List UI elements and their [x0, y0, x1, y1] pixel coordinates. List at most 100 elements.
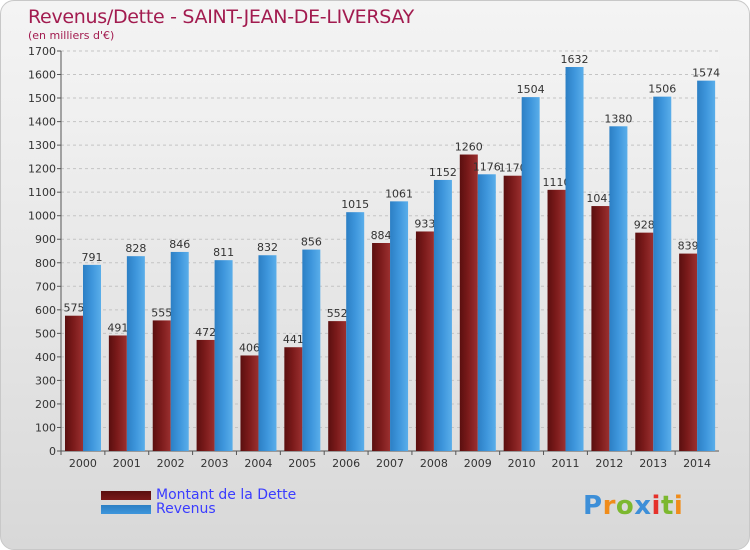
bar-revenus-2002: [170, 251, 189, 451]
y-tick-label: 1500: [28, 92, 56, 105]
x-tick-label-2005: 2005: [288, 457, 316, 470]
x-tick-label-2009: 2009: [464, 457, 492, 470]
data-label-revenus-2007: 1061: [385, 187, 413, 200]
y-tick-label: 0: [49, 445, 56, 458]
bar-revenus-2013: [653, 96, 672, 451]
legend-label-dette: Montant de la Dette: [156, 487, 297, 503]
x-tick-label-2012: 2012: [595, 457, 623, 470]
data-label-dette-2002: 555: [151, 306, 172, 319]
bar-dette-2006: [328, 321, 347, 451]
bar-revenus-2001: [126, 256, 145, 451]
x-tick-label-2014: 2014: [683, 457, 711, 470]
data-label-dette-2003: 472: [195, 326, 216, 339]
bar-dette-2009: [459, 154, 478, 451]
data-label-revenus-2002: 846: [169, 238, 190, 251]
x-tick-label-2007: 2007: [376, 457, 404, 470]
bar-revenus-2012: [609, 126, 628, 451]
bar-dette-2012: [591, 206, 610, 451]
bar-revenus-2010: [521, 97, 540, 451]
data-label-revenus-2004: 832: [257, 241, 278, 254]
y-tick-label: 700: [35, 280, 56, 293]
bar-dette-2014: [679, 253, 698, 451]
y-tick-label: 1400: [28, 116, 56, 129]
x-tick-label-2006: 2006: [332, 457, 360, 470]
bar-dette-2002: [152, 320, 171, 451]
bar-dette-2011: [547, 189, 566, 451]
x-tick-label-2013: 2013: [639, 457, 667, 470]
bar-dette-2007: [372, 243, 391, 451]
bar-revenus-2007: [390, 201, 409, 451]
data-label-revenus-2001: 828: [125, 242, 146, 255]
data-label-dette-2008: 933: [414, 217, 435, 230]
bar-dette-2003: [196, 339, 215, 451]
bar-revenus-2011: [565, 67, 584, 451]
legend-label-revenus: Revenus: [156, 501, 216, 517]
bar-revenus-2014: [697, 80, 716, 451]
legend: Montant de la Dette Revenus: [101, 487, 297, 517]
legend-swatch-dette: [101, 490, 151, 500]
chart-subtitle: (en milliers d'€): [28, 29, 115, 42]
bar-dette-2005: [284, 347, 303, 451]
data-label-revenus-2008: 1152: [429, 166, 457, 179]
data-label-dette-2001: 491: [107, 321, 128, 334]
data-label-revenus-2012: 1380: [604, 112, 632, 125]
legend-item-dette: Montant de la Dette: [101, 487, 297, 503]
y-tick-label: 1200: [28, 163, 56, 176]
legend-swatch-revenus: [101, 504, 151, 514]
x-tick-label-2000: 2000: [69, 457, 97, 470]
y-tick-label: 800: [35, 257, 56, 270]
bar-dette-2008: [415, 231, 434, 451]
bar-revenus-2000: [83, 264, 101, 451]
data-label-dette-2009: 1260: [455, 141, 483, 154]
bar-dette-2000: [65, 315, 83, 451]
y-tick-label: 300: [35, 374, 56, 387]
chart-title: Revenus/Dette - SAINT-JEAN-DE-LIVERSAY: [28, 6, 414, 28]
x-tick-label-2002: 2002: [157, 457, 185, 470]
bar-revenus-2004: [258, 255, 277, 451]
x-tick-label-2001: 2001: [113, 457, 141, 470]
y-tick-label: 1600: [28, 69, 56, 82]
y-tick-label: 500: [35, 327, 56, 340]
data-label-revenus-2013: 1506: [648, 83, 676, 96]
y-tick-label: 600: [35, 304, 56, 317]
data-label-dette-2013: 928: [634, 219, 655, 232]
data-label-dette-2012: 1041: [586, 192, 614, 205]
bar-revenus-2008: [433, 179, 452, 452]
data-label-dette-2005: 441: [283, 333, 304, 346]
x-tick-label-2010: 2010: [508, 457, 536, 470]
bar-dette-2010: [503, 175, 522, 452]
bar-dette-2001: [108, 335, 127, 451]
bar-dette-2013: [635, 232, 654, 451]
data-label-revenus-2003: 811: [213, 246, 234, 259]
bar-revenus-2006: [346, 212, 365, 451]
data-label-revenus-2011: 1632: [561, 53, 589, 66]
bar-revenus-2005: [302, 249, 321, 451]
data-label-revenus-2010: 1504: [517, 83, 545, 96]
y-tick-label: 1700: [28, 45, 56, 58]
data-label-dette-2014: 839: [678, 240, 699, 253]
data-label-dette-2004: 406: [239, 341, 260, 354]
data-label-revenus-2005: 856: [301, 236, 322, 249]
x-tick-label-2008: 2008: [420, 457, 448, 470]
x-tick-label-2003: 2003: [201, 457, 229, 470]
y-tick-label: 100: [35, 421, 56, 434]
data-label-revenus-2009: 1176: [473, 160, 501, 173]
data-label-dette-2000: 575: [64, 302, 85, 315]
legend-item-revenus: Revenus: [101, 501, 296, 517]
x-tick-label-2004: 2004: [244, 457, 272, 470]
bar-revenus-2003: [214, 260, 233, 451]
data-label-revenus-2006: 1015: [341, 198, 369, 211]
proxiti-logo: Proxiti: [583, 491, 684, 521]
data-label-dette-2007: 884: [371, 229, 392, 242]
bar-dette-2004: [240, 355, 259, 451]
y-tick-label: 900: [35, 233, 56, 246]
y-tick-label: 400: [35, 351, 56, 364]
data-label-revenus-2014: 1574: [692, 67, 720, 80]
data-label-dette-2011: 1110: [543, 176, 571, 189]
y-tick-label: 200: [35, 398, 56, 411]
x-tick-label-2011: 2011: [551, 457, 579, 470]
data-label-revenus-2000: 791: [82, 251, 103, 264]
data-label-dette-2010: 1170: [499, 162, 527, 175]
